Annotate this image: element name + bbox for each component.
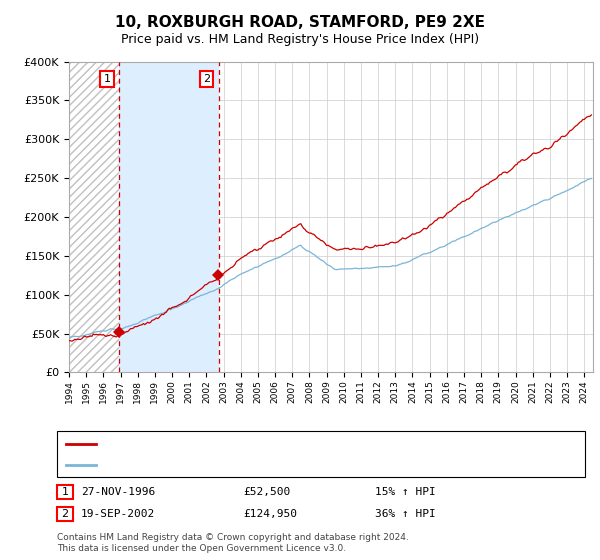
Text: HPI: Average price, semi-detached house, South Kesteven: HPI: Average price, semi-detached house,… [101, 460, 404, 470]
Text: 19-SEP-2002: 19-SEP-2002 [81, 508, 155, 519]
Text: 36% ↑ HPI: 36% ↑ HPI [375, 508, 436, 519]
Bar [69, 62, 119, 372]
Text: Contains HM Land Registry data © Crown copyright and database right 2024.
This d: Contains HM Land Registry data © Crown c… [57, 533, 409, 553]
Text: £124,950: £124,950 [243, 508, 297, 519]
Text: 10, ROXBURGH ROAD, STAMFORD, PE9 2XE: 10, ROXBURGH ROAD, STAMFORD, PE9 2XE [115, 15, 485, 30]
Bar [69, 62, 119, 372]
Text: Price paid vs. HM Land Registry's House Price Index (HPI): Price paid vs. HM Land Registry's House … [121, 32, 479, 46]
Text: 1: 1 [62, 487, 68, 497]
Text: 2: 2 [62, 508, 68, 519]
Text: 1: 1 [104, 74, 110, 83]
Text: 10, ROXBURGH ROAD, STAMFORD, PE9 2XE (semi-detached house): 10, ROXBURGH ROAD, STAMFORD, PE9 2XE (se… [101, 438, 451, 449]
Text: 27-NOV-1996: 27-NOV-1996 [81, 487, 155, 497]
Text: 2: 2 [203, 74, 210, 83]
Text: £52,500: £52,500 [243, 487, 290, 497]
Text: 15% ↑ HPI: 15% ↑ HPI [375, 487, 436, 497]
Bar [119, 62, 218, 372]
